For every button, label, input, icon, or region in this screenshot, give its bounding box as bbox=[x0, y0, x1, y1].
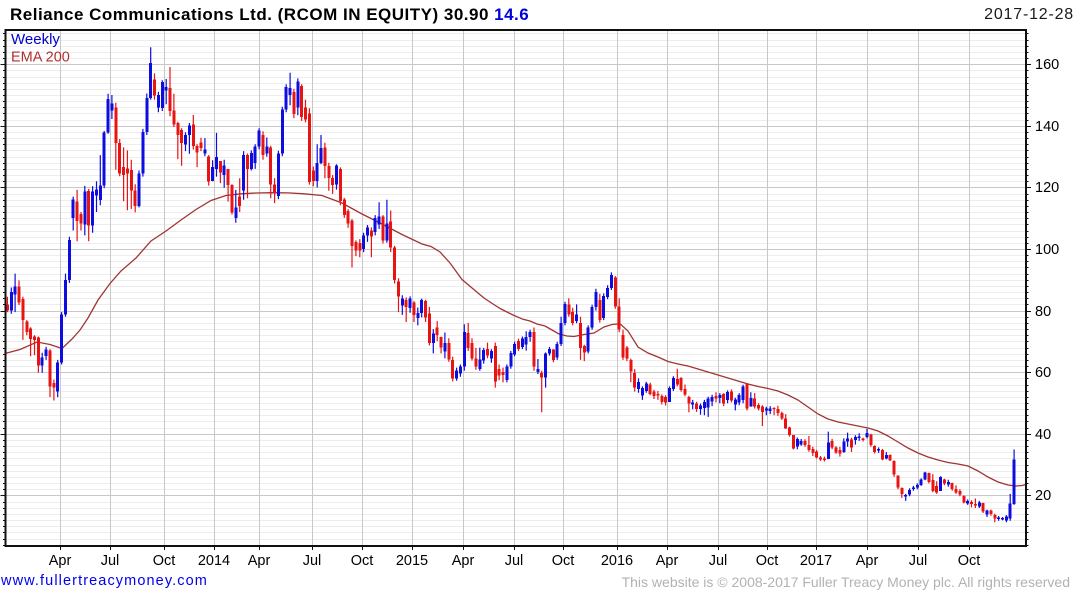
svg-text:Oct: Oct bbox=[552, 553, 575, 569]
svg-text:2017: 2017 bbox=[800, 553, 832, 569]
svg-text:Jul: Jul bbox=[101, 553, 120, 569]
svg-text:Apr: Apr bbox=[248, 553, 271, 569]
svg-text:Apr: Apr bbox=[656, 553, 679, 569]
svg-text:Jul: Jul bbox=[709, 553, 728, 569]
svg-text:Oct: Oct bbox=[958, 553, 981, 569]
svg-text:Jul: Jul bbox=[303, 553, 322, 569]
svg-text:Apr: Apr bbox=[856, 553, 879, 569]
svg-text:40: 40 bbox=[1035, 427, 1051, 443]
svg-text:Jul: Jul bbox=[505, 553, 524, 569]
svg-text:Apr: Apr bbox=[49, 553, 72, 569]
svg-text:Apr: Apr bbox=[452, 553, 475, 569]
svg-text:20: 20 bbox=[1035, 488, 1051, 504]
svg-text:2014: 2014 bbox=[198, 553, 230, 569]
svg-text:Weekly: Weekly bbox=[11, 31, 60, 48]
svg-text:2015: 2015 bbox=[396, 553, 428, 569]
svg-text:Oct: Oct bbox=[153, 553, 176, 569]
svg-text:Oct: Oct bbox=[351, 553, 374, 569]
svg-text:140: 140 bbox=[1035, 119, 1059, 135]
svg-text:120: 120 bbox=[1035, 180, 1059, 196]
svg-text:80: 80 bbox=[1035, 304, 1051, 320]
svg-text:Oct: Oct bbox=[756, 553, 779, 569]
svg-text:EMA 200: EMA 200 bbox=[11, 50, 70, 66]
svg-text:100: 100 bbox=[1035, 242, 1059, 258]
svg-text:2016: 2016 bbox=[601, 553, 633, 569]
svg-text:160: 160 bbox=[1035, 57, 1059, 73]
svg-text:Jul: Jul bbox=[909, 553, 928, 569]
svg-text:60: 60 bbox=[1035, 365, 1051, 381]
